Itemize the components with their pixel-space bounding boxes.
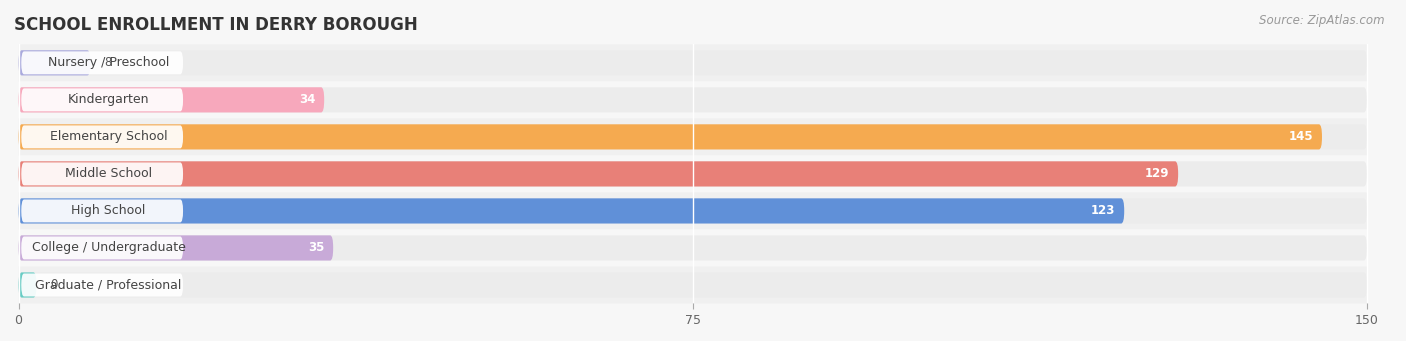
FancyBboxPatch shape	[18, 50, 90, 75]
Text: 34: 34	[299, 93, 315, 106]
FancyBboxPatch shape	[18, 87, 1367, 113]
FancyBboxPatch shape	[18, 272, 1367, 298]
FancyBboxPatch shape	[18, 118, 1367, 155]
FancyBboxPatch shape	[21, 199, 183, 222]
Text: Middle School: Middle School	[65, 167, 152, 180]
Text: 35: 35	[308, 241, 325, 254]
FancyBboxPatch shape	[18, 124, 1322, 149]
FancyBboxPatch shape	[18, 235, 1367, 261]
FancyBboxPatch shape	[18, 81, 1367, 118]
Text: 129: 129	[1144, 167, 1170, 180]
FancyBboxPatch shape	[21, 236, 183, 260]
Text: Kindergarten: Kindergarten	[67, 93, 149, 106]
FancyBboxPatch shape	[18, 272, 37, 298]
Text: 145: 145	[1288, 130, 1313, 143]
Text: Source: ZipAtlas.com: Source: ZipAtlas.com	[1260, 14, 1385, 27]
FancyBboxPatch shape	[18, 124, 1367, 149]
Text: College / Undergraduate: College / Undergraduate	[31, 241, 186, 254]
Text: 0: 0	[51, 279, 58, 292]
FancyBboxPatch shape	[18, 192, 1367, 229]
FancyBboxPatch shape	[18, 155, 1367, 192]
Text: Graduate / Professional: Graduate / Professional	[35, 279, 181, 292]
Text: Nursery / Preschool: Nursery / Preschool	[48, 56, 169, 69]
FancyBboxPatch shape	[18, 235, 333, 261]
FancyBboxPatch shape	[18, 44, 1367, 81]
Text: Elementary School: Elementary School	[49, 130, 167, 143]
FancyBboxPatch shape	[18, 266, 1367, 303]
Text: 123: 123	[1091, 205, 1115, 218]
FancyBboxPatch shape	[21, 51, 183, 74]
FancyBboxPatch shape	[21, 273, 183, 296]
FancyBboxPatch shape	[18, 161, 1178, 187]
FancyBboxPatch shape	[18, 229, 1367, 266]
FancyBboxPatch shape	[21, 88, 183, 112]
FancyBboxPatch shape	[18, 50, 1367, 75]
Text: SCHOOL ENROLLMENT IN DERRY BOROUGH: SCHOOL ENROLLMENT IN DERRY BOROUGH	[14, 16, 418, 34]
FancyBboxPatch shape	[21, 162, 183, 186]
Text: 8: 8	[104, 56, 111, 69]
FancyBboxPatch shape	[18, 161, 1367, 187]
FancyBboxPatch shape	[18, 198, 1367, 223]
FancyBboxPatch shape	[21, 125, 183, 148]
FancyBboxPatch shape	[18, 87, 325, 113]
FancyBboxPatch shape	[18, 198, 1125, 223]
Text: High School: High School	[72, 205, 146, 218]
